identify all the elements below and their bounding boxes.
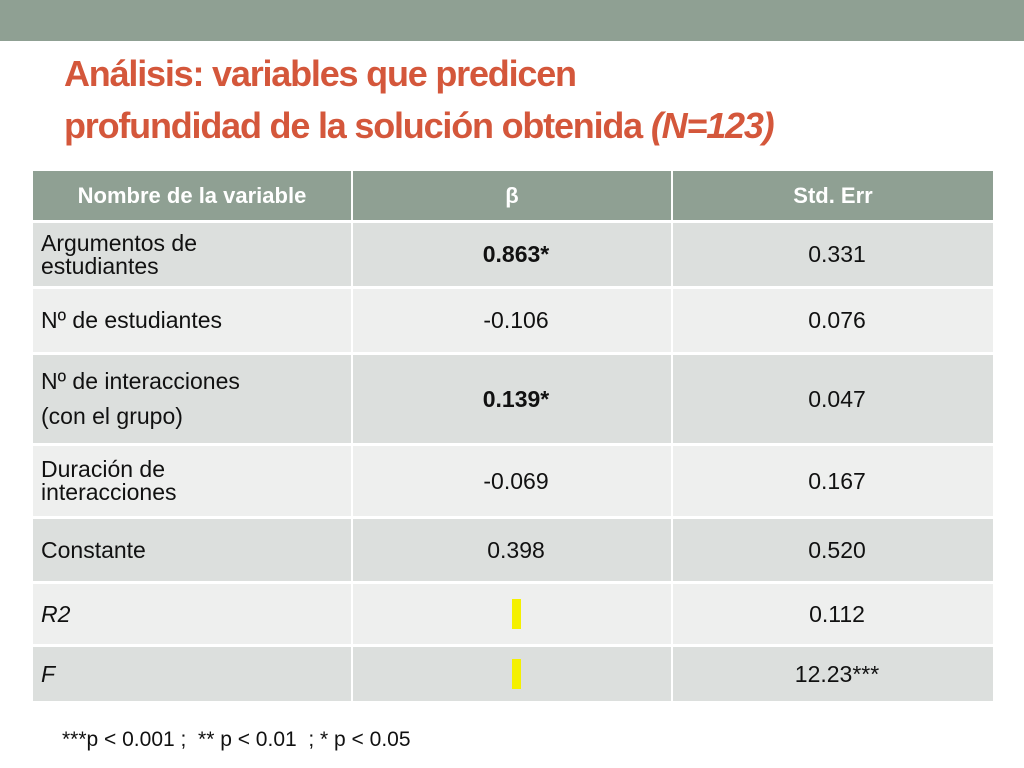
std-err-value: 0.047 xyxy=(673,355,993,443)
variable-name-line-2: (con el grupo) xyxy=(41,403,183,429)
variable-name: Nº de estudiantes xyxy=(33,289,351,352)
table-row: Duración de interacciones -0.069 0.167 xyxy=(33,446,993,516)
table-row: R2 0.112 xyxy=(33,584,993,644)
title-sample-size: (N=123) xyxy=(650,105,775,146)
std-err-value: 0.520 xyxy=(673,519,993,581)
std-err-value: 0.331 xyxy=(673,223,993,286)
variable-name: R2 xyxy=(33,584,351,644)
table-row: Nº de interacciones (con el grupo) 0.139… xyxy=(33,355,993,443)
highlight-marker xyxy=(511,659,521,689)
beta-value xyxy=(353,647,671,701)
variable-name-line-1: Argumentos de xyxy=(41,229,197,256)
table-row: Argumentos de estudiantes 0.863* 0.331 xyxy=(33,223,993,286)
std-err-value: 0.112 xyxy=(673,584,993,644)
regression-table: Nombre de la variable β Std. Err Argumen… xyxy=(31,168,995,704)
variable-name: Nº de interacciones (con el grupo) xyxy=(33,355,351,443)
beta-value xyxy=(353,584,671,644)
variable-name: Duración de interacciones xyxy=(33,446,351,516)
beta-value: 0.398 xyxy=(353,519,671,581)
variable-name: Argumentos de estudiantes xyxy=(33,223,351,286)
top-banner xyxy=(0,0,1024,41)
variable-name-line-1: Duración de xyxy=(41,456,166,482)
beta-value: -0.069 xyxy=(353,446,671,516)
header-variable-name: Nombre de la variable xyxy=(33,171,351,220)
title-line-2: profundidad de la solución obtenida xyxy=(64,105,651,146)
std-err-value: 0.076 xyxy=(673,289,993,352)
variable-name-line-2: interacciones xyxy=(41,479,177,505)
table-row: Constante 0.398 0.520 xyxy=(33,519,993,581)
variable-name: Constante xyxy=(33,519,351,581)
beta-value: 0.863* xyxy=(353,223,671,286)
variable-name-line-2: estudiantes xyxy=(41,252,159,279)
title-line-1: Análisis: variables que predicen xyxy=(64,53,577,94)
header-beta: β xyxy=(353,171,671,220)
header-std-err: Std. Err xyxy=(673,171,993,220)
significance-footnote: ***p < 0.001 ; ** p < 0.01 ; * p < 0.05 xyxy=(62,728,411,751)
beta-value: -0.106 xyxy=(353,289,671,352)
beta-value: 0.139* xyxy=(353,355,671,443)
std-err-value: 12.23*** xyxy=(673,647,993,701)
variable-name-line-1: Nº de interacciones xyxy=(41,368,240,394)
variable-name: F xyxy=(33,647,351,701)
highlight-marker xyxy=(511,599,521,629)
std-err-value: 0.167 xyxy=(673,446,993,516)
table-header-row: Nombre de la variable β Std. Err xyxy=(33,171,993,220)
slide-title: Análisis: variables que predicen profund… xyxy=(64,48,1004,152)
table-row: F 12.23*** xyxy=(33,647,993,701)
table-row: Nº de estudiantes -0.106 0.076 xyxy=(33,289,993,352)
